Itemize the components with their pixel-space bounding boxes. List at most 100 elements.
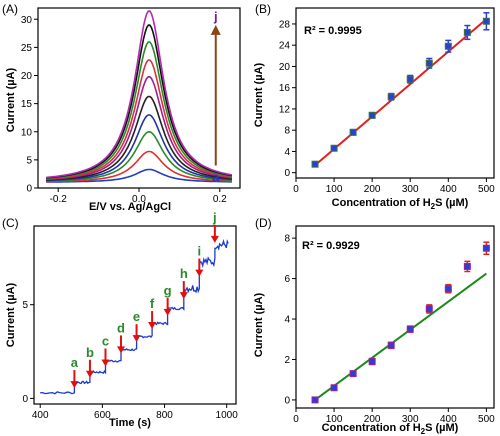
panel-d-frame	[295, 225, 495, 409]
panel-c-frame	[33, 225, 237, 405]
panel-b-xlabel: Concentration of H2S (µM)	[332, 197, 469, 211]
panel-d-xtick-label: 300	[402, 414, 419, 425]
panel-a-curve	[46, 95, 232, 181]
panel-c-arrowhead	[117, 346, 126, 354]
panel-d-xtick-label: 100	[326, 414, 343, 425]
panel-c-arrowhead	[101, 359, 110, 367]
panel-b-xtick-label: 200	[364, 184, 381, 195]
panel-b-ytick-label: 8	[284, 126, 290, 137]
panel-c-step-label: e	[133, 309, 140, 324]
panel-d-point	[444, 285, 452, 293]
panel-b-point	[349, 128, 357, 136]
panel-b-point	[406, 75, 414, 83]
panel-b-point	[444, 42, 452, 50]
panel-b-ytick-label: 0	[284, 168, 290, 179]
panel-d-xlabel: Concentration of H2S (µM)	[322, 422, 459, 436]
panel-c-arrowhead	[70, 381, 79, 389]
panel-c-arrowhead	[163, 308, 172, 316]
panel-a-ytick-label: 10	[21, 127, 33, 138]
panel-a-xtick-label: 0.0	[132, 194, 146, 205]
panel-c-trace	[40, 239, 229, 395]
panel-b-xtick-label: 100	[326, 184, 343, 195]
panel-a-xlabel: E/V vs. Ag/AgCl	[89, 201, 171, 213]
panel-d-fit-line	[314, 272, 487, 401]
panel-c-ylabel: Current (µA)	[5, 282, 17, 347]
panel-c-ytick-label: 5	[22, 300, 28, 311]
panel-d-ytick-label: 6	[284, 274, 290, 285]
panel-b-ytick-label: 24	[279, 41, 291, 52]
panel-a-curve	[46, 114, 232, 182]
panel-b-point	[368, 111, 376, 119]
panel-a-ytick-label: 25	[21, 43, 33, 54]
panel-c-step-label: i	[198, 244, 202, 259]
panel-a-curve	[46, 10, 233, 179]
panel-a-curve	[46, 130, 232, 182]
panel-c-xlabel: Time (s)	[109, 417, 151, 429]
panel-d-point	[406, 325, 414, 333]
panel-b-xtick-label: 0	[293, 184, 299, 195]
panel-d-xtick-label: 200	[364, 414, 381, 425]
panel-c-xtick-label: 800	[156, 410, 173, 421]
panel-b-xtick-label: 500	[478, 184, 495, 195]
panel-a-ytick-label: 20	[21, 71, 33, 82]
panel-b-ytick-label: 20	[279, 62, 291, 73]
panel-label-d: (D)	[255, 216, 272, 230]
panel-a-ylabel: Current (µA)	[5, 67, 17, 132]
panel-b-ylabel: Current (µA)	[253, 62, 265, 127]
panel-b-r-squared: R² = 0.9995	[304, 25, 362, 37]
panel-d: (D) Current (µA) Concentration of H2S (µ…	[253, 216, 495, 436]
panel-c-arrowhead	[148, 322, 157, 330]
panel-a-frame	[37, 7, 241, 189]
panel-b-point	[387, 93, 395, 101]
panel-c-arrowhead	[195, 269, 204, 277]
panel-label-b: (B)	[255, 2, 271, 16]
panel-a-label-a: a	[212, 170, 220, 185]
panel-b-frame	[295, 7, 495, 179]
panel-d-point	[311, 396, 319, 404]
panel-b-ytick-label: 28	[279, 19, 291, 30]
panel-d-point	[349, 370, 357, 378]
panel-a-arrowhead	[210, 24, 221, 35]
panel-a-label-j: j	[213, 9, 218, 24]
panel-c-xtick-label: 400	[32, 410, 49, 421]
panel-b-xtick-label: 300	[402, 184, 419, 195]
panel-d-point	[330, 384, 338, 392]
panel-d-ytick-label: 2	[284, 355, 290, 366]
panel-a-ytick-label: 5	[26, 155, 32, 166]
panel-d-xtick-label: 400	[440, 414, 457, 425]
panel-c-step-label: b	[86, 345, 94, 360]
panel-a-ytick-label: 15	[21, 99, 33, 110]
panel-label-a: (A)	[2, 2, 18, 16]
panel-a-ytick-label: 30	[21, 15, 33, 26]
panel-b-ytick-label: 16	[279, 83, 291, 94]
panel-b-point	[482, 17, 490, 25]
panel-d-ylabel: Current (µA)	[253, 292, 265, 357]
panel-c-step-label: f	[150, 296, 155, 311]
panel-a-curve	[45, 59, 233, 180]
panel-b-ytick-label: 4	[284, 147, 290, 158]
panel-d-xtick-label: 500	[478, 414, 495, 425]
panel-d-point	[425, 305, 433, 313]
panel-d-xtick-label: 0	[293, 414, 299, 425]
panel-b-point	[330, 144, 338, 152]
panel-c-xtick-label: 600	[94, 410, 111, 421]
panel-c-arrowhead	[179, 292, 188, 300]
panel-d-r-squared: R² = 0.9929	[302, 240, 360, 252]
panel-a-curve	[46, 168, 232, 183]
panel-b-point	[311, 160, 319, 168]
panel-c-step-label: c	[102, 334, 109, 349]
panel-a-xtick-label: 0.2	[213, 194, 227, 205]
panel-b-xtick-label: 400	[440, 184, 457, 195]
panel-c-arrowhead	[132, 335, 141, 343]
panel-d-ytick-label: 8	[284, 234, 290, 245]
panel-c-step-label: g	[164, 283, 172, 298]
panel-c: (C) Current (µA) Time (s) 400 600 800 1000 0…	[2, 210, 238, 429]
panel-label-c: (C)	[2, 216, 19, 230]
panel-b: (B) Current (µA) Concentration of H2S (µ…	[253, 2, 495, 211]
panel-c-step-label: j	[212, 210, 217, 225]
panel-b-fit-line	[314, 18, 488, 167]
panel-c-xtick-label: 1000	[216, 410, 239, 421]
panel-a-curve	[46, 150, 232, 183]
panel-a-curve	[46, 41, 233, 180]
